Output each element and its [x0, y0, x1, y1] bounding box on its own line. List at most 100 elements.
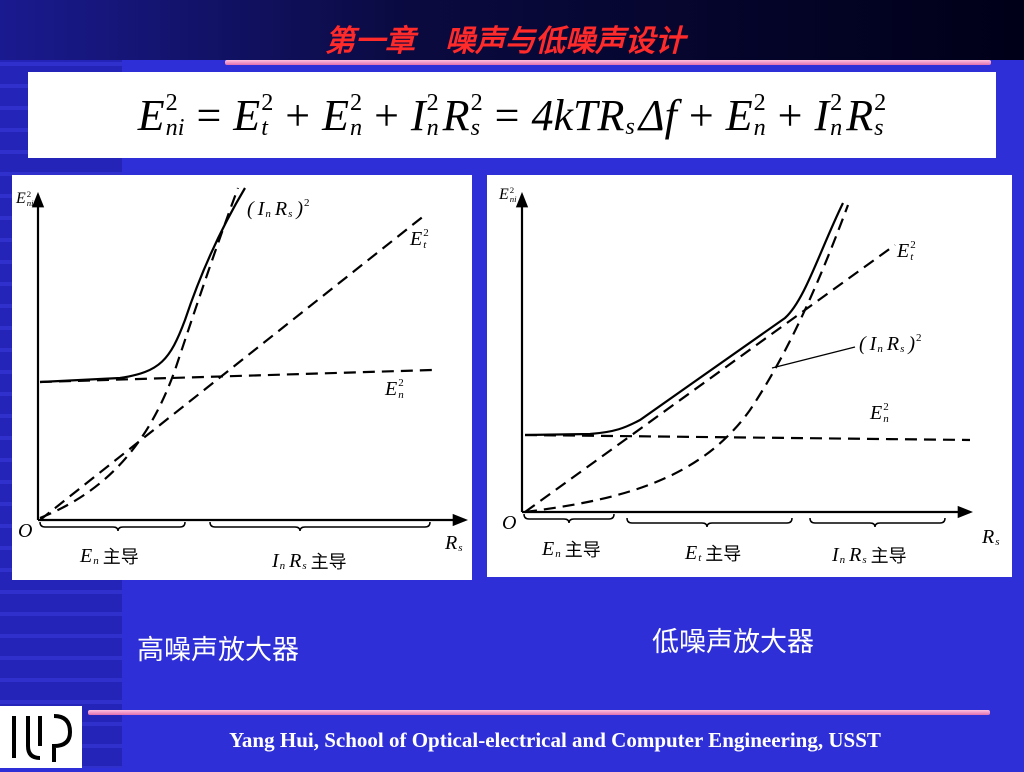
subscript: n — [877, 343, 883, 356]
en-curve — [39, 368, 434, 384]
script-stack: s — [625, 90, 634, 140]
term-base: E — [233, 90, 261, 140]
subscript: n — [555, 547, 561, 560]
subscript: s — [862, 553, 867, 566]
bracket — [626, 517, 793, 528]
term-base: Δf — [638, 90, 677, 140]
subscript: n — [350, 114, 363, 141]
subscript: s — [470, 114, 480, 141]
term-base: E — [725, 90, 753, 140]
term: ) 2 — [296, 198, 309, 221]
subscript: s — [625, 113, 635, 141]
term-base: I — [257, 198, 265, 220]
superscript: 2 — [165, 88, 178, 116]
script-stack: s — [302, 550, 306, 573]
slide-title: 第一章 噪声与低噪声设计 — [325, 24, 685, 59]
equation: E 2 ni = E 2 t + E 2 n + I 2 n R 2 s = 4kTR s Δf + E 2 n + I 2 n R 2 s — [28, 72, 996, 158]
logo-mark — [12, 714, 73, 762]
term-base: 主导 — [705, 544, 742, 565]
term-base: O — [18, 520, 33, 542]
term-base: I — [272, 549, 279, 572]
superscript: 2 — [26, 189, 32, 199]
script-stack: t — [698, 542, 701, 565]
term: + — [277, 90, 318, 141]
subscript: n — [883, 412, 889, 425]
subscript: n — [398, 388, 404, 401]
subscript: t — [910, 250, 914, 263]
term-base: 主导 — [102, 547, 139, 568]
term-base: E — [322, 90, 349, 140]
term-base: + — [285, 90, 311, 140]
term-base: R — [274, 198, 288, 220]
term-base: R — [849, 543, 862, 566]
term: O — [502, 512, 516, 535]
script-stack: n — [555, 538, 561, 561]
subscript: s — [874, 114, 884, 141]
term: = — [487, 90, 528, 141]
term-base: ( — [247, 198, 254, 220]
term-base: R — [442, 90, 470, 140]
term-base: I — [869, 333, 877, 355]
subscript: ni — [509, 194, 517, 205]
bracket — [209, 521, 431, 532]
subscript: n — [839, 553, 846, 566]
subscript: ni — [26, 198, 34, 209]
term: E 2 ni — [16, 189, 34, 209]
caption: 低噪声放大器 — [652, 627, 814, 658]
script-stack: n — [840, 544, 846, 567]
subscript: s — [900, 343, 905, 356]
term-base: E — [385, 378, 398, 401]
subscript: s — [995, 536, 1000, 549]
superscript: 2 — [753, 88, 766, 116]
term: + — [366, 90, 407, 141]
term-base: ) — [908, 333, 916, 355]
subscript: n — [93, 554, 99, 567]
subscript: t — [423, 238, 427, 251]
term: = — [188, 90, 229, 141]
superscript: 2 — [916, 332, 922, 345]
subscript: s — [458, 542, 463, 555]
subscript: n — [753, 114, 766, 141]
term: 4kTR s — [531, 90, 634, 141]
y-axis-label: E 2 ni — [14, 189, 36, 209]
superscript: 2 — [426, 88, 439, 116]
term-base: E — [685, 541, 698, 564]
left-graph — [31, 187, 469, 532]
script-stack: s — [995, 526, 999, 549]
caption: 高噪声放大器 — [137, 635, 299, 666]
term-base: 主导 — [870, 546, 907, 567]
term-base: + — [777, 90, 803, 140]
term-base: ( — [859, 333, 866, 355]
script-stack: n — [280, 550, 286, 573]
graph-panel — [487, 175, 1012, 577]
bracket — [523, 513, 615, 524]
superscript: 2 — [423, 227, 429, 239]
superscript: 2 — [910, 239, 916, 251]
superscript: 2 — [883, 401, 889, 413]
term: 主导 — [103, 543, 139, 569]
graph-panel — [12, 175, 472, 580]
term: Δf — [639, 90, 677, 141]
script-stack: 2 ni — [165, 88, 185, 140]
top-band — [0, 0, 1024, 60]
